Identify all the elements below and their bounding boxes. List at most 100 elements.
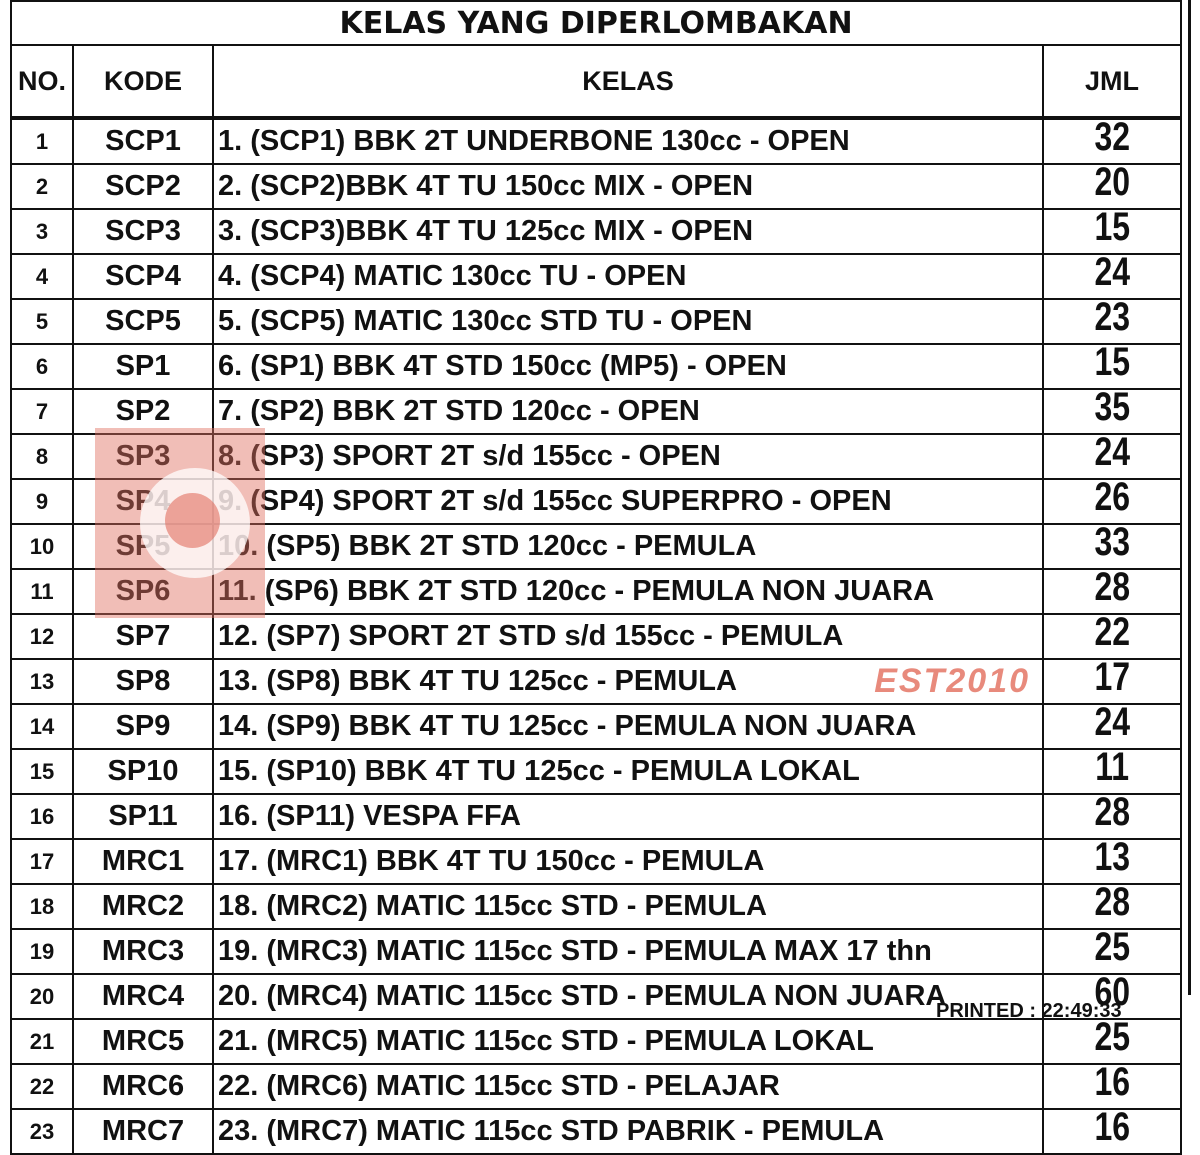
kelas-text: 4. (SCP4) MATIC 130cc TU - OPEN: [218, 260, 687, 292]
jml-value: 11: [1095, 749, 1129, 789]
cell-kode: SP1: [72, 343, 214, 390]
cell-no: 18: [10, 883, 74, 930]
classes-table: KELAS YANG DIPERLOMBAKAN NO. KODE KELAS …: [9, 0, 1183, 1155]
cell-kode: SP3: [72, 433, 214, 480]
cell-jml: 24: [1041, 433, 1183, 480]
watermark-text: EST2010: [874, 662, 1030, 700]
jml-value: 13: [1094, 839, 1130, 879]
table-row: 10 SP5 10. (SP5) BBK 2T STD 120cc - PEMULA…: [10, 523, 1183, 570]
table-row: 18 MRC2 18. (MRC2) MATIC 115cc STD - PEMUL…: [10, 883, 1183, 930]
cell-kelas: 16. (SP11) VESPA FFA: [212, 793, 1044, 840]
jml-value: 32: [1094, 118, 1130, 159]
kelas-text: 15. (SP10) BBK 4T TU 125cc - PEMULA LOKA…: [218, 755, 860, 787]
kelas-text: 20. (MRC4) MATIC 115cc STD - PEMULA NON …: [218, 980, 947, 1012]
kelas-text: 22. (MRC6) MATIC 115cc STD - PELAJAR: [218, 1070, 780, 1102]
kelas-text: 5. (SCP5) MATIC 130cc STD TU - OPEN: [218, 305, 753, 337]
cell-kelas: 11. (SP6) BBK 2T STD 120cc - PEMULA NON …: [212, 568, 1044, 615]
kelas-text: 6. (SP1) BBK 4T STD 150cc (MP5) - OPEN: [218, 350, 787, 382]
cell-kode: SP7: [72, 613, 214, 660]
cell-jml: 23: [1041, 298, 1183, 345]
cell-no: 16: [10, 793, 74, 840]
kelas-text: 8. (SP3) SPORT 2T s/d 155cc - OPEN: [218, 440, 721, 472]
cell-jml: 28: [1041, 568, 1183, 615]
cell-jml: 26: [1041, 478, 1183, 525]
cell-no: 15: [10, 748, 74, 795]
jml-value: 35: [1094, 389, 1130, 429]
cell-jml: 32: [1041, 117, 1183, 165]
table-row: 19 MRC3 19. (MRC3) MATIC 115cc STD - PEMUL…: [10, 928, 1183, 975]
cell-kode: SP8: [72, 658, 214, 705]
table-row: 9 SP4 9. (SP4) SPORT 2T s/d 155cc SUPERPRO…: [10, 478, 1183, 525]
cell-kode: SP5: [72, 523, 214, 570]
kelas-text: 14. (SP9) BBK 4T TU 125cc - PEMULA NON J…: [218, 710, 917, 742]
jml-value: 33: [1094, 524, 1130, 564]
cell-kode: MRC6: [72, 1063, 214, 1110]
cell-kelas: 21. (MRC5) MATIC 115cc STD - PEMULA LOKA…: [212, 1018, 1044, 1065]
cell-kode: SP10: [72, 748, 214, 795]
table-row: 8 SP3 8. (SP3) SPORT 2T s/d 155cc - OPEN 24: [10, 433, 1183, 480]
header-no: NO.: [10, 44, 74, 119]
cell-kelas: 3. (SCP3)BBK 4T TU 125cc MIX - OPEN: [212, 208, 1044, 255]
cell-kode: SP2: [72, 388, 214, 435]
kelas-text: 13. (SP8) BBK 4T TU 125cc - PEMULA: [218, 665, 737, 697]
cell-no: 13: [10, 658, 74, 705]
cell-kelas: 9. (SP4) SPORT 2T s/d 155cc SUPERPRO - O…: [212, 478, 1044, 525]
cell-kode: SCP3: [72, 208, 214, 255]
cell-jml: 20: [1041, 163, 1183, 210]
cell-jml: 24: [1041, 703, 1183, 750]
jml-value: 28: [1094, 884, 1130, 924]
kelas-text: 9. (SP4) SPORT 2T s/d 155cc SUPERPRO - O…: [218, 485, 892, 517]
cell-jml: 24: [1041, 253, 1183, 300]
page-edge: [1188, 0, 1200, 995]
cell-kelas: 4. (SCP4) MATIC 130cc TU - OPEN: [212, 253, 1044, 300]
cell-jml: 33: [1041, 523, 1183, 570]
cell-no: 8: [10, 433, 74, 480]
cell-kelas: 22. (MRC6) MATIC 115cc STD - PELAJAR: [212, 1063, 1044, 1110]
cell-kelas: 20. (MRC4) MATIC 115cc STD - PEMULA NON …: [212, 973, 1044, 1020]
cell-jml: 16: [1041, 1063, 1183, 1110]
cell-kode: MRC2: [72, 883, 214, 930]
cell-no: 22: [10, 1063, 74, 1110]
cell-no: 5: [10, 298, 74, 345]
kelas-text: 23. (MRC7) MATIC 115cc STD PABRIK - PEMU…: [218, 1115, 885, 1147]
cell-no: 6: [10, 343, 74, 390]
kelas-text: 18. (MRC2) MATIC 115cc STD - PEMULA: [218, 890, 767, 922]
kelas-text: 17. (MRC1) BBK 4T TU 150cc - PEMULA: [218, 845, 765, 877]
cell-kelas: 6. (SP1) BBK 4T STD 150cc (MP5) - OPEN: [212, 343, 1044, 390]
cell-kelas: 8. (SP3) SPORT 2T s/d 155cc - OPEN: [212, 433, 1044, 480]
jml-value: 16: [1094, 1109, 1130, 1149]
header-kelas: KELAS: [212, 44, 1044, 119]
cell-kelas: 14. (SP9) BBK 4T TU 125cc - PEMULA NON J…: [212, 703, 1044, 750]
cell-kode: MRC7: [72, 1108, 214, 1155]
jml-value: 15: [1094, 344, 1130, 384]
header-kode: KODE: [72, 44, 214, 119]
kelas-text: 10. (SP5) BBK 2T STD 120cc - PEMULA: [218, 530, 757, 562]
kelas-text: 21. (MRC5) MATIC 115cc STD - PEMULA LOKA…: [218, 1025, 874, 1057]
table-row: 12 SP7 12. (SP7) SPORT 2T STD s/d 155cc - …: [10, 613, 1183, 660]
table-row: 14 SP9 14. (SP9) BBK 4T TU 125cc - PEMULA …: [10, 703, 1183, 750]
table-row: 16 SP11 16. (SP11) VESPA FFA 28: [10, 793, 1183, 840]
jml-value: 16: [1094, 1064, 1130, 1104]
cell-kode: SCP1: [72, 117, 214, 165]
cell-kelas: 18. (MRC2) MATIC 115cc STD - PEMULA: [212, 883, 1044, 930]
cell-kode: SP6: [72, 568, 214, 615]
cell-jml: 28: [1041, 883, 1183, 930]
jml-value: 28: [1094, 794, 1130, 834]
cell-no: 9: [10, 478, 74, 525]
cell-no: 14: [10, 703, 74, 750]
table-row: 11 SP6 11. (SP6) BBK 2T STD 120cc - PEMULA…: [10, 568, 1183, 615]
kelas-text: 11. (SP6) BBK 2T STD 120cc - PEMULA NON …: [218, 575, 935, 607]
cell-kode: SCP5: [72, 298, 214, 345]
cell-kelas: 19. (MRC3) MATIC 115cc STD - PEMULA MAX …: [212, 928, 1044, 975]
cell-kode: MRC1: [72, 838, 214, 885]
cell-kelas: 15. (SP10) BBK 4T TU 125cc - PEMULA LOKA…: [212, 748, 1044, 795]
cell-no: 23: [10, 1108, 74, 1155]
jml-value: 25: [1094, 929, 1130, 969]
kelas-text: 3. (SCP3)BBK 4T TU 125cc MIX - OPEN: [218, 215, 754, 247]
table-row: 3 SCP3 3. (SCP3)BBK 4T TU 125cc MIX - OPEN…: [10, 208, 1183, 255]
table-row: 13 SP8 EST2010 13. (SP8) BBK 4T TU 125cc - …: [10, 658, 1183, 705]
cell-no: 17: [10, 838, 74, 885]
cell-no: 2: [10, 163, 74, 210]
cell-jml: 22: [1041, 613, 1183, 660]
cell-jml: 28: [1041, 793, 1183, 840]
